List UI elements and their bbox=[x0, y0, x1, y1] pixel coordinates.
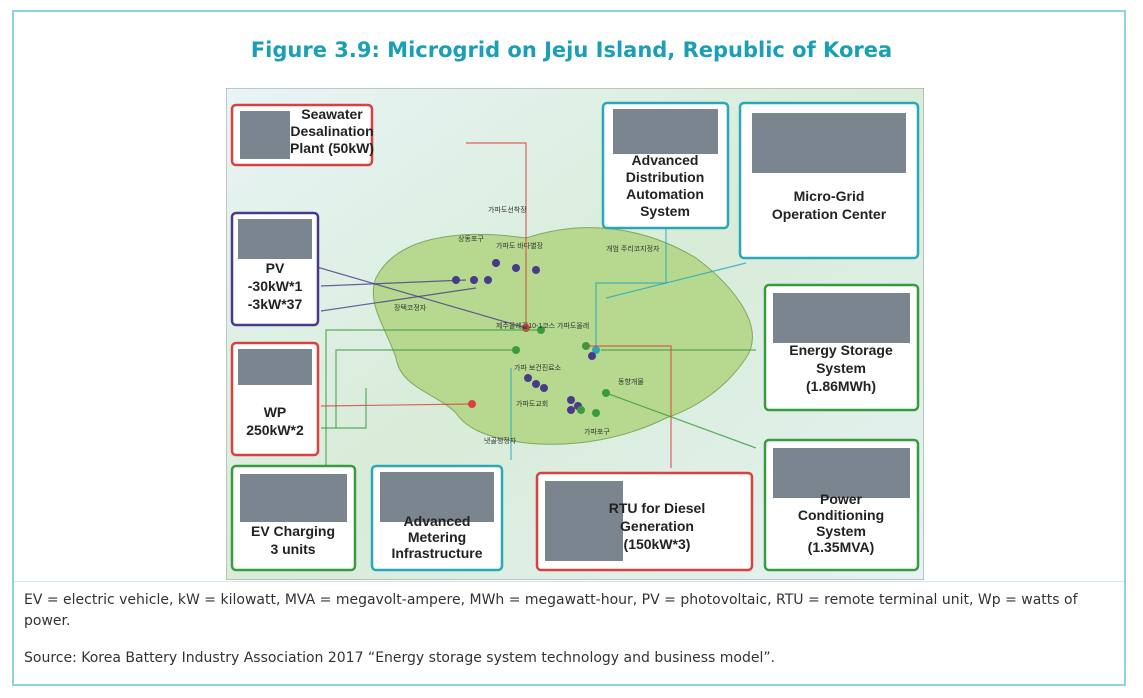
place-label: 가파도선착장 bbox=[488, 205, 527, 214]
site-dot bbox=[577, 406, 585, 414]
site-dot bbox=[524, 374, 532, 382]
island bbox=[372, 227, 753, 445]
connection bbox=[595, 228, 667, 350]
site-dot bbox=[588, 352, 596, 360]
box-label: Operation Center bbox=[772, 206, 887, 222]
site-dot bbox=[492, 259, 500, 267]
figure-title: Figure 3.9: Microgrid on Jeju Island, Re… bbox=[250, 38, 893, 62]
box-label: EV Charging bbox=[251, 523, 335, 539]
box-label: 250kW*2 bbox=[246, 422, 304, 438]
box-label: Conditioning bbox=[798, 507, 884, 523]
abbreviations: EV = electric vehicle, kW = kilowatt, MV… bbox=[24, 592, 1078, 629]
place-label: 장택코정자 bbox=[394, 303, 427, 312]
connection bbox=[466, 142, 527, 328]
box-photo bbox=[613, 109, 718, 154]
place-label: 가파도교회 bbox=[516, 399, 548, 408]
box-label: Metering bbox=[408, 529, 466, 545]
box-label: (150kW*3) bbox=[624, 536, 691, 552]
box-label: Advanced bbox=[632, 152, 699, 168]
connections bbox=[285, 142, 757, 468]
box-label: (1.35MVA) bbox=[808, 539, 875, 555]
frame bbox=[12, 10, 1126, 686]
box-label: Micro-Grid bbox=[794, 188, 865, 204]
connection bbox=[605, 392, 757, 449]
place-label: 제주올레길10-1코스 가파도올레 bbox=[496, 321, 589, 330]
box-photo bbox=[238, 219, 312, 259]
box-label: -30kW*1 bbox=[248, 278, 303, 294]
box-label: System bbox=[816, 523, 866, 539]
place-label: 동향개물 bbox=[618, 377, 644, 386]
connection bbox=[325, 329, 541, 468]
connection bbox=[605, 262, 747, 299]
place-label: 개엄 주리코지정자 bbox=[606, 244, 660, 253]
connection bbox=[586, 345, 672, 468]
site-dot bbox=[567, 396, 575, 404]
connection bbox=[320, 403, 473, 407]
box-label: Seawater bbox=[301, 106, 363, 122]
site-dot bbox=[532, 380, 540, 388]
box-label: -3kW*37 bbox=[248, 296, 303, 312]
source: Source: Korea Battery Industry Associati… bbox=[24, 650, 776, 666]
box-photo bbox=[545, 481, 623, 561]
separator bbox=[14, 581, 1124, 582]
connection bbox=[285, 257, 527, 329]
box-label: RTU for Diesel bbox=[609, 500, 705, 516]
site-dot bbox=[512, 264, 520, 272]
box-label: Plant (50kW) bbox=[290, 140, 374, 156]
connection bbox=[321, 388, 367, 429]
site-dot bbox=[532, 266, 540, 274]
box-label: WP bbox=[264, 404, 287, 420]
box-label: System bbox=[640, 203, 690, 219]
box-label: Power bbox=[820, 491, 863, 507]
box-label: Infrastructure bbox=[391, 545, 482, 561]
box-label: (1.86MWh) bbox=[806, 378, 876, 394]
place-label: 상동포구 bbox=[458, 234, 484, 243]
place-label: 가파 보건진료소 bbox=[514, 363, 562, 372]
box-photo bbox=[380, 472, 494, 522]
connection bbox=[320, 287, 477, 312]
box-label: 3 units bbox=[270, 541, 315, 557]
place-label: 냇골챙정자 bbox=[484, 436, 517, 445]
box-label: Advanced bbox=[404, 513, 471, 529]
box-label: Generation bbox=[620, 518, 694, 534]
site-dot bbox=[540, 384, 548, 392]
box-photo bbox=[240, 111, 290, 159]
box-label: Desalination bbox=[290, 123, 373, 139]
site-dot bbox=[470, 276, 478, 284]
box-label: System bbox=[816, 360, 866, 376]
box-photo bbox=[773, 293, 910, 343]
box-photo bbox=[752, 113, 906, 173]
site-dot bbox=[592, 409, 600, 417]
box-label: Automation bbox=[626, 186, 704, 202]
site-dot bbox=[484, 276, 492, 284]
box-label: Energy Storage bbox=[789, 342, 893, 358]
place-label: 가파도 바다별장 bbox=[496, 241, 544, 250]
connection bbox=[320, 279, 467, 287]
box-photo bbox=[240, 474, 347, 522]
box-label: PV bbox=[266, 260, 285, 276]
box-photo bbox=[238, 349, 312, 385]
connection bbox=[335, 349, 516, 428]
box-label: Distribution bbox=[626, 169, 705, 185]
site-dot bbox=[567, 406, 575, 414]
place-label: 가파포구 bbox=[584, 427, 610, 436]
box-photo bbox=[773, 448, 910, 498]
